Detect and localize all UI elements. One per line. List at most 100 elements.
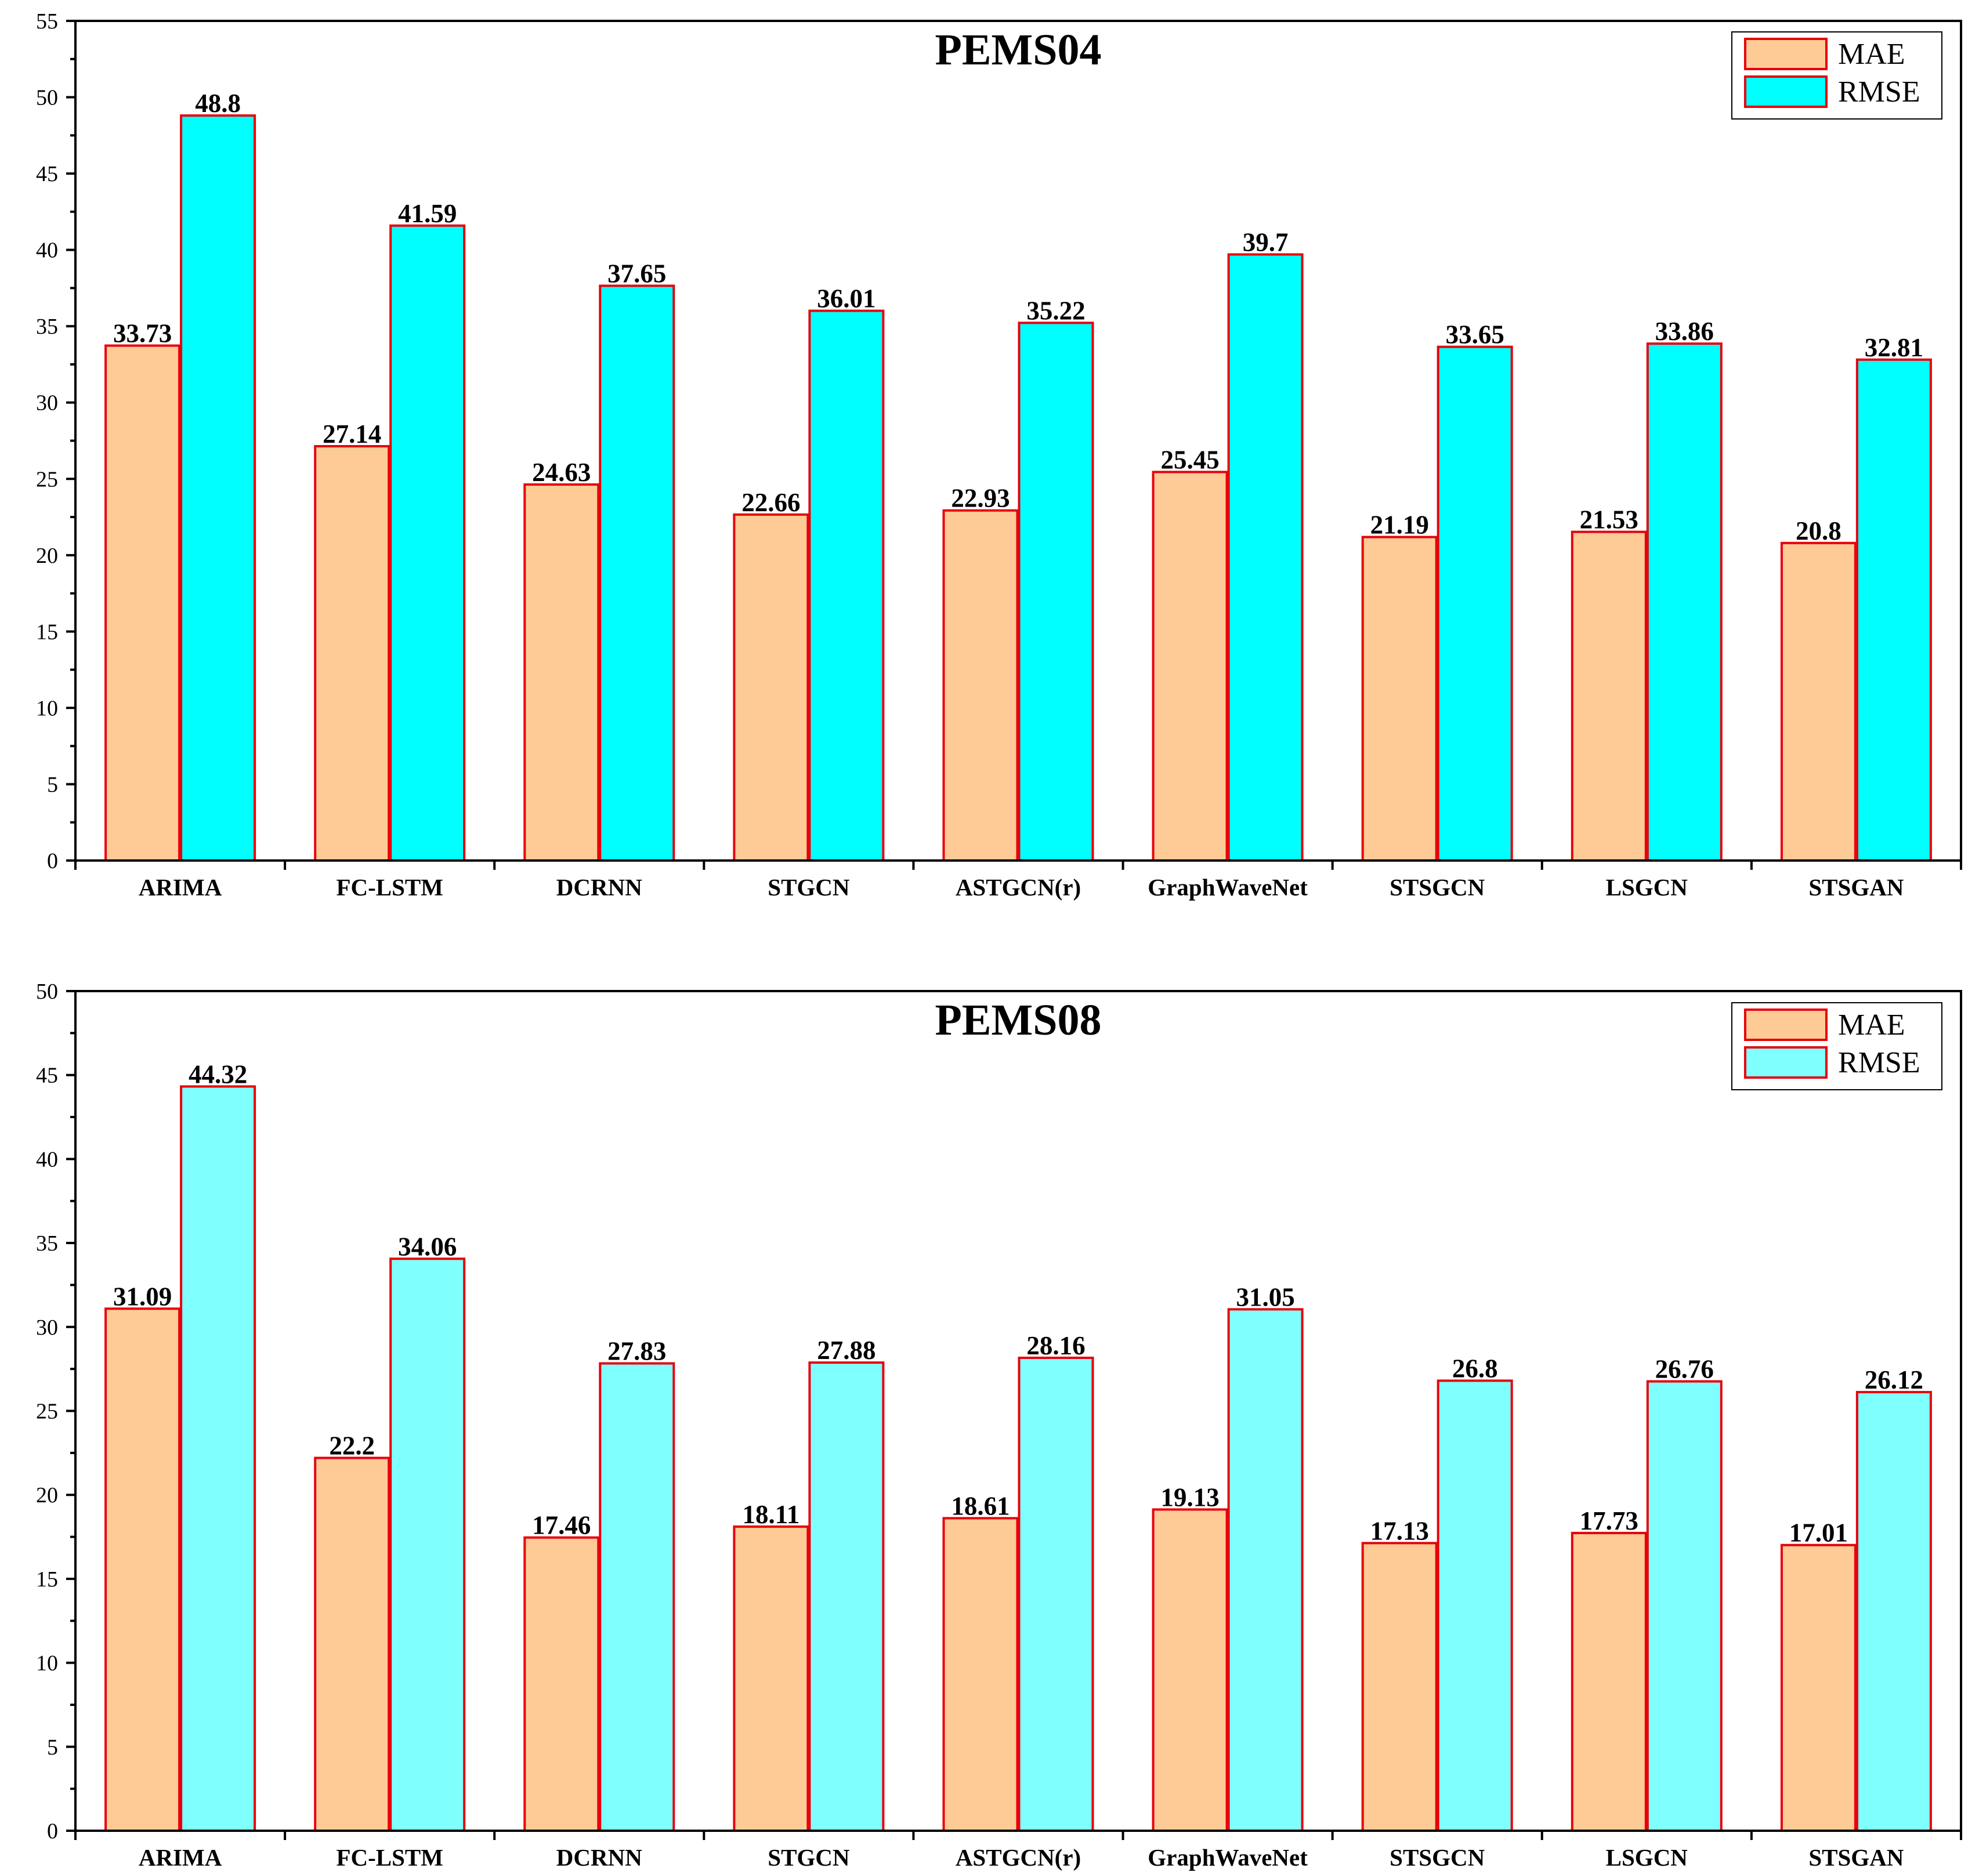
bar-mae-stsgcn (1361, 536, 1438, 862)
y-tick-label: 25 (36, 467, 58, 491)
x-tick-label-astgcn-r: ASTGCN(r) (956, 874, 1081, 901)
data-label-rmse-fc-lstm: 41.59 (398, 199, 457, 228)
data-label-rmse-arima: 48.8 (195, 89, 241, 118)
x-tick-label-lsgcn: LSGCN (1606, 1844, 1688, 1871)
x-tick-label-astgcn-r: ASTGCN(r) (956, 1844, 1081, 1871)
chart-title: PEMS08 (935, 996, 1101, 1044)
data-label-mae-dcrnn: 17.46 (532, 1511, 591, 1540)
data-label-rmse-stsgcn: 33.65 (1446, 320, 1504, 349)
y-tick-label: 20 (36, 544, 58, 568)
legend-label-mae: MAE (1838, 1009, 1905, 1042)
data-label-rmse-graphwavenet: 39.7 (1243, 228, 1289, 257)
data-label-mae-fc-lstm: 27.14 (323, 420, 381, 449)
data-label-mae-graphwavenet: 19.13 (1160, 1483, 1219, 1512)
x-tick-label-stgcn: STGCN (768, 874, 850, 901)
chart-pems04: 33.73 27.14 24.63 22.66 22.93 25.45 21.19 21.53… (36, 9, 1962, 901)
x-tick-label-stsgan: STSGAN (1808, 1844, 1904, 1871)
data-label-mae-graphwavenet: 25.45 (1160, 445, 1219, 474)
chart-pems08: 31.09 22.2 17.46 18.11 18.61 19.13 17.13 17.73 1… (36, 979, 1962, 1871)
x-tick-label-fc-lstm: FC-LSTM (336, 874, 443, 901)
bar-mae-astgcn-r (942, 509, 1019, 862)
legend-swatch-mae (1744, 38, 1828, 70)
y-tick-label: 40 (36, 1147, 58, 1172)
y-tick-label: 15 (36, 1567, 58, 1592)
data-label-mae-lsgcn: 21.53 (1580, 505, 1638, 534)
bar-mae-stsgcn (1361, 1542, 1438, 1832)
data-label-rmse-stsgan: 26.12 (1865, 1365, 1923, 1394)
data-label-mae-astgcn-r: 22.93 (951, 484, 1010, 513)
data-label-mae-arima: 31.09 (113, 1282, 172, 1311)
data-label-mae-fc-lstm: 22.2 (329, 1432, 375, 1461)
legend-label-rmse: RMSE (1838, 75, 1920, 109)
data-label-rmse-stgcn: 27.88 (817, 1336, 875, 1365)
x-tick-label-stsgcn: STSGCN (1390, 874, 1485, 901)
y-tick-label: 40 (36, 238, 58, 263)
y-tick-label: 25 (36, 1400, 58, 1424)
bar-mae-arima (104, 1307, 181, 1832)
x-tick-label-lsgcn: LSGCN (1606, 874, 1688, 901)
y-tick-label: 35 (36, 1231, 58, 1256)
data-label-mae-stsgcn: 21.19 (1370, 511, 1429, 540)
bar-mae-arima (104, 344, 181, 862)
y-tick-label: 20 (36, 1483, 58, 1508)
data-label-mae-stsgan: 20.8 (1796, 516, 1841, 545)
bar-mae-lsgcn (1571, 1531, 1647, 1832)
y-tick-label: 5 (47, 1735, 58, 1759)
bar-rmse-stgcn (808, 309, 885, 862)
y-tick-label: 30 (36, 391, 58, 415)
data-label-rmse-fc-lstm: 34.06 (398, 1232, 457, 1261)
data-label-mae-lsgcn: 17.73 (1580, 1506, 1638, 1535)
bar-rmse-arima (180, 114, 256, 862)
bar-mae-lsgcn (1571, 530, 1647, 862)
y-tick-label: 45 (36, 1064, 58, 1088)
legend-label-mae: MAE (1838, 38, 1905, 71)
bar-rmse-fc-lstm (389, 224, 466, 862)
data-label-rmse-graphwavenet: 31.05 (1236, 1282, 1294, 1311)
data-label-mae-stgcn: 22.66 (741, 488, 800, 517)
bar-rmse-stsgcn (1437, 1379, 1513, 1832)
bar-rmse-fc-lstm (389, 1257, 466, 1832)
bar-rmse-lsgcn (1646, 342, 1723, 862)
bar-rmse-dcrnn (599, 284, 675, 862)
bar-rmse-stsgcn (1437, 345, 1513, 862)
bar-mae-stsgan (1780, 1544, 1857, 1832)
y-tick-label: 30 (36, 1315, 58, 1340)
data-label-rmse-arima: 44.32 (189, 1060, 247, 1089)
bar-rmse-stsgan (1855, 1391, 1932, 1832)
bar-mae-stgcn (733, 513, 809, 862)
bar-rmse-astgcn-r (1018, 321, 1094, 862)
data-label-rmse-stsgan: 32.81 (1865, 333, 1923, 362)
data-label-mae-arima: 33.73 (113, 319, 172, 348)
data-label-mae-dcrnn: 24.63 (532, 458, 591, 487)
x-tick-label-stsgan: STSGAN (1808, 874, 1904, 901)
bar-mae-fc-lstm (314, 1456, 390, 1832)
bar-rmse-arima (180, 1085, 256, 1832)
data-label-rmse-astgcn-r: 35.22 (1026, 296, 1085, 325)
y-tick-label: 10 (36, 696, 58, 721)
bar-rmse-stsgan (1855, 358, 1932, 862)
data-label-rmse-lsgcn: 26.76 (1655, 1355, 1714, 1384)
bar-mae-stsgan (1780, 541, 1857, 862)
data-label-rmse-stsgcn: 26.8 (1452, 1354, 1498, 1383)
x-tick-label-arima: ARIMA (139, 1844, 222, 1871)
data-label-mae-astgcn-r: 18.61 (951, 1491, 1010, 1520)
x-tick-label-dcrnn: DCRNN (556, 874, 642, 901)
data-label-mae-stgcn: 18.11 (743, 1500, 800, 1529)
bar-mae-fc-lstm (314, 445, 390, 862)
legend-swatch-mae (1744, 1009, 1828, 1041)
data-label-rmse-stgcn: 36.01 (817, 284, 875, 313)
legend: MAE RMSE (1731, 1002, 1942, 1090)
data-label-rmse-dcrnn: 27.83 (607, 1337, 666, 1366)
x-tick-label-fc-lstm: FC-LSTM (336, 1844, 443, 1871)
bar-rmse-graphwavenet (1227, 1308, 1304, 1832)
data-label-mae-stsgcn: 17.13 (1370, 1516, 1429, 1545)
legend-label-rmse: RMSE (1838, 1046, 1920, 1079)
data-label-rmse-dcrnn: 37.65 (607, 259, 666, 288)
y-tick-label: 50 (36, 86, 58, 110)
bar-rmse-lsgcn (1646, 1380, 1723, 1832)
x-tick-label-dcrnn: DCRNN (556, 1844, 642, 1871)
x-tick-label-arima: ARIMA (139, 874, 222, 901)
bar-mae-graphwavenet (1152, 471, 1228, 862)
x-tick-label-stsgcn: STSGCN (1390, 1844, 1485, 1871)
